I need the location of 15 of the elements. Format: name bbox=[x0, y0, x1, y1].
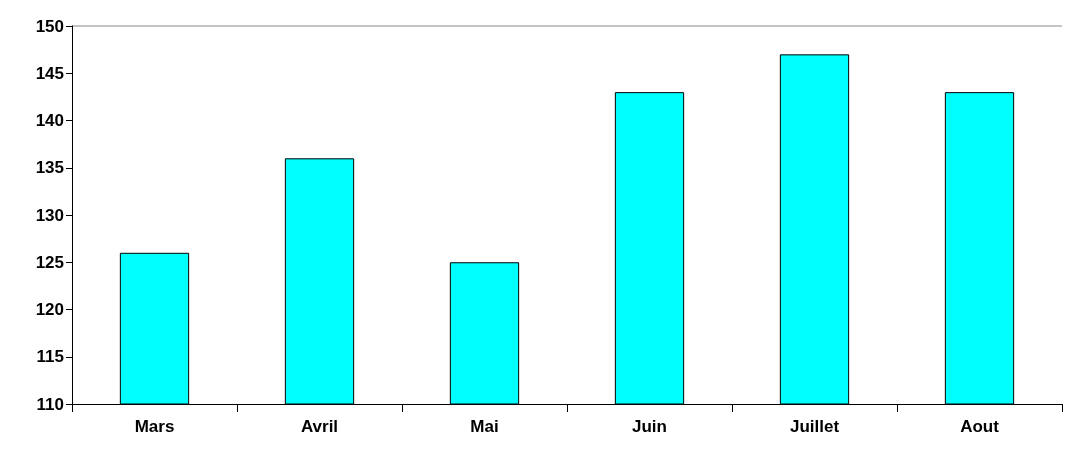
x-tick-label: Aout bbox=[960, 417, 1000, 436]
y-tick-label: 115 bbox=[36, 347, 64, 367]
y-tick-label: 140 bbox=[35, 111, 64, 130]
y-tick-label: 150 bbox=[35, 16, 64, 36]
x-tick-label: Juillet bbox=[789, 417, 840, 436]
y-tick-label: 145 bbox=[35, 63, 64, 83]
y-tick-label: 125 bbox=[35, 252, 64, 272]
y-tick-label: 110 bbox=[36, 394, 64, 414]
y-tick-label: 130 bbox=[35, 205, 64, 225]
x-tick-label: Juin bbox=[632, 417, 667, 436]
x-tick-label: Mars bbox=[134, 417, 175, 436]
x-tick-label: Avril bbox=[300, 417, 339, 436]
x-tick-label: Mai bbox=[470, 417, 499, 436]
y-tick-label: 120 bbox=[35, 300, 64, 319]
y-tick-label: 135 bbox=[35, 158, 64, 178]
